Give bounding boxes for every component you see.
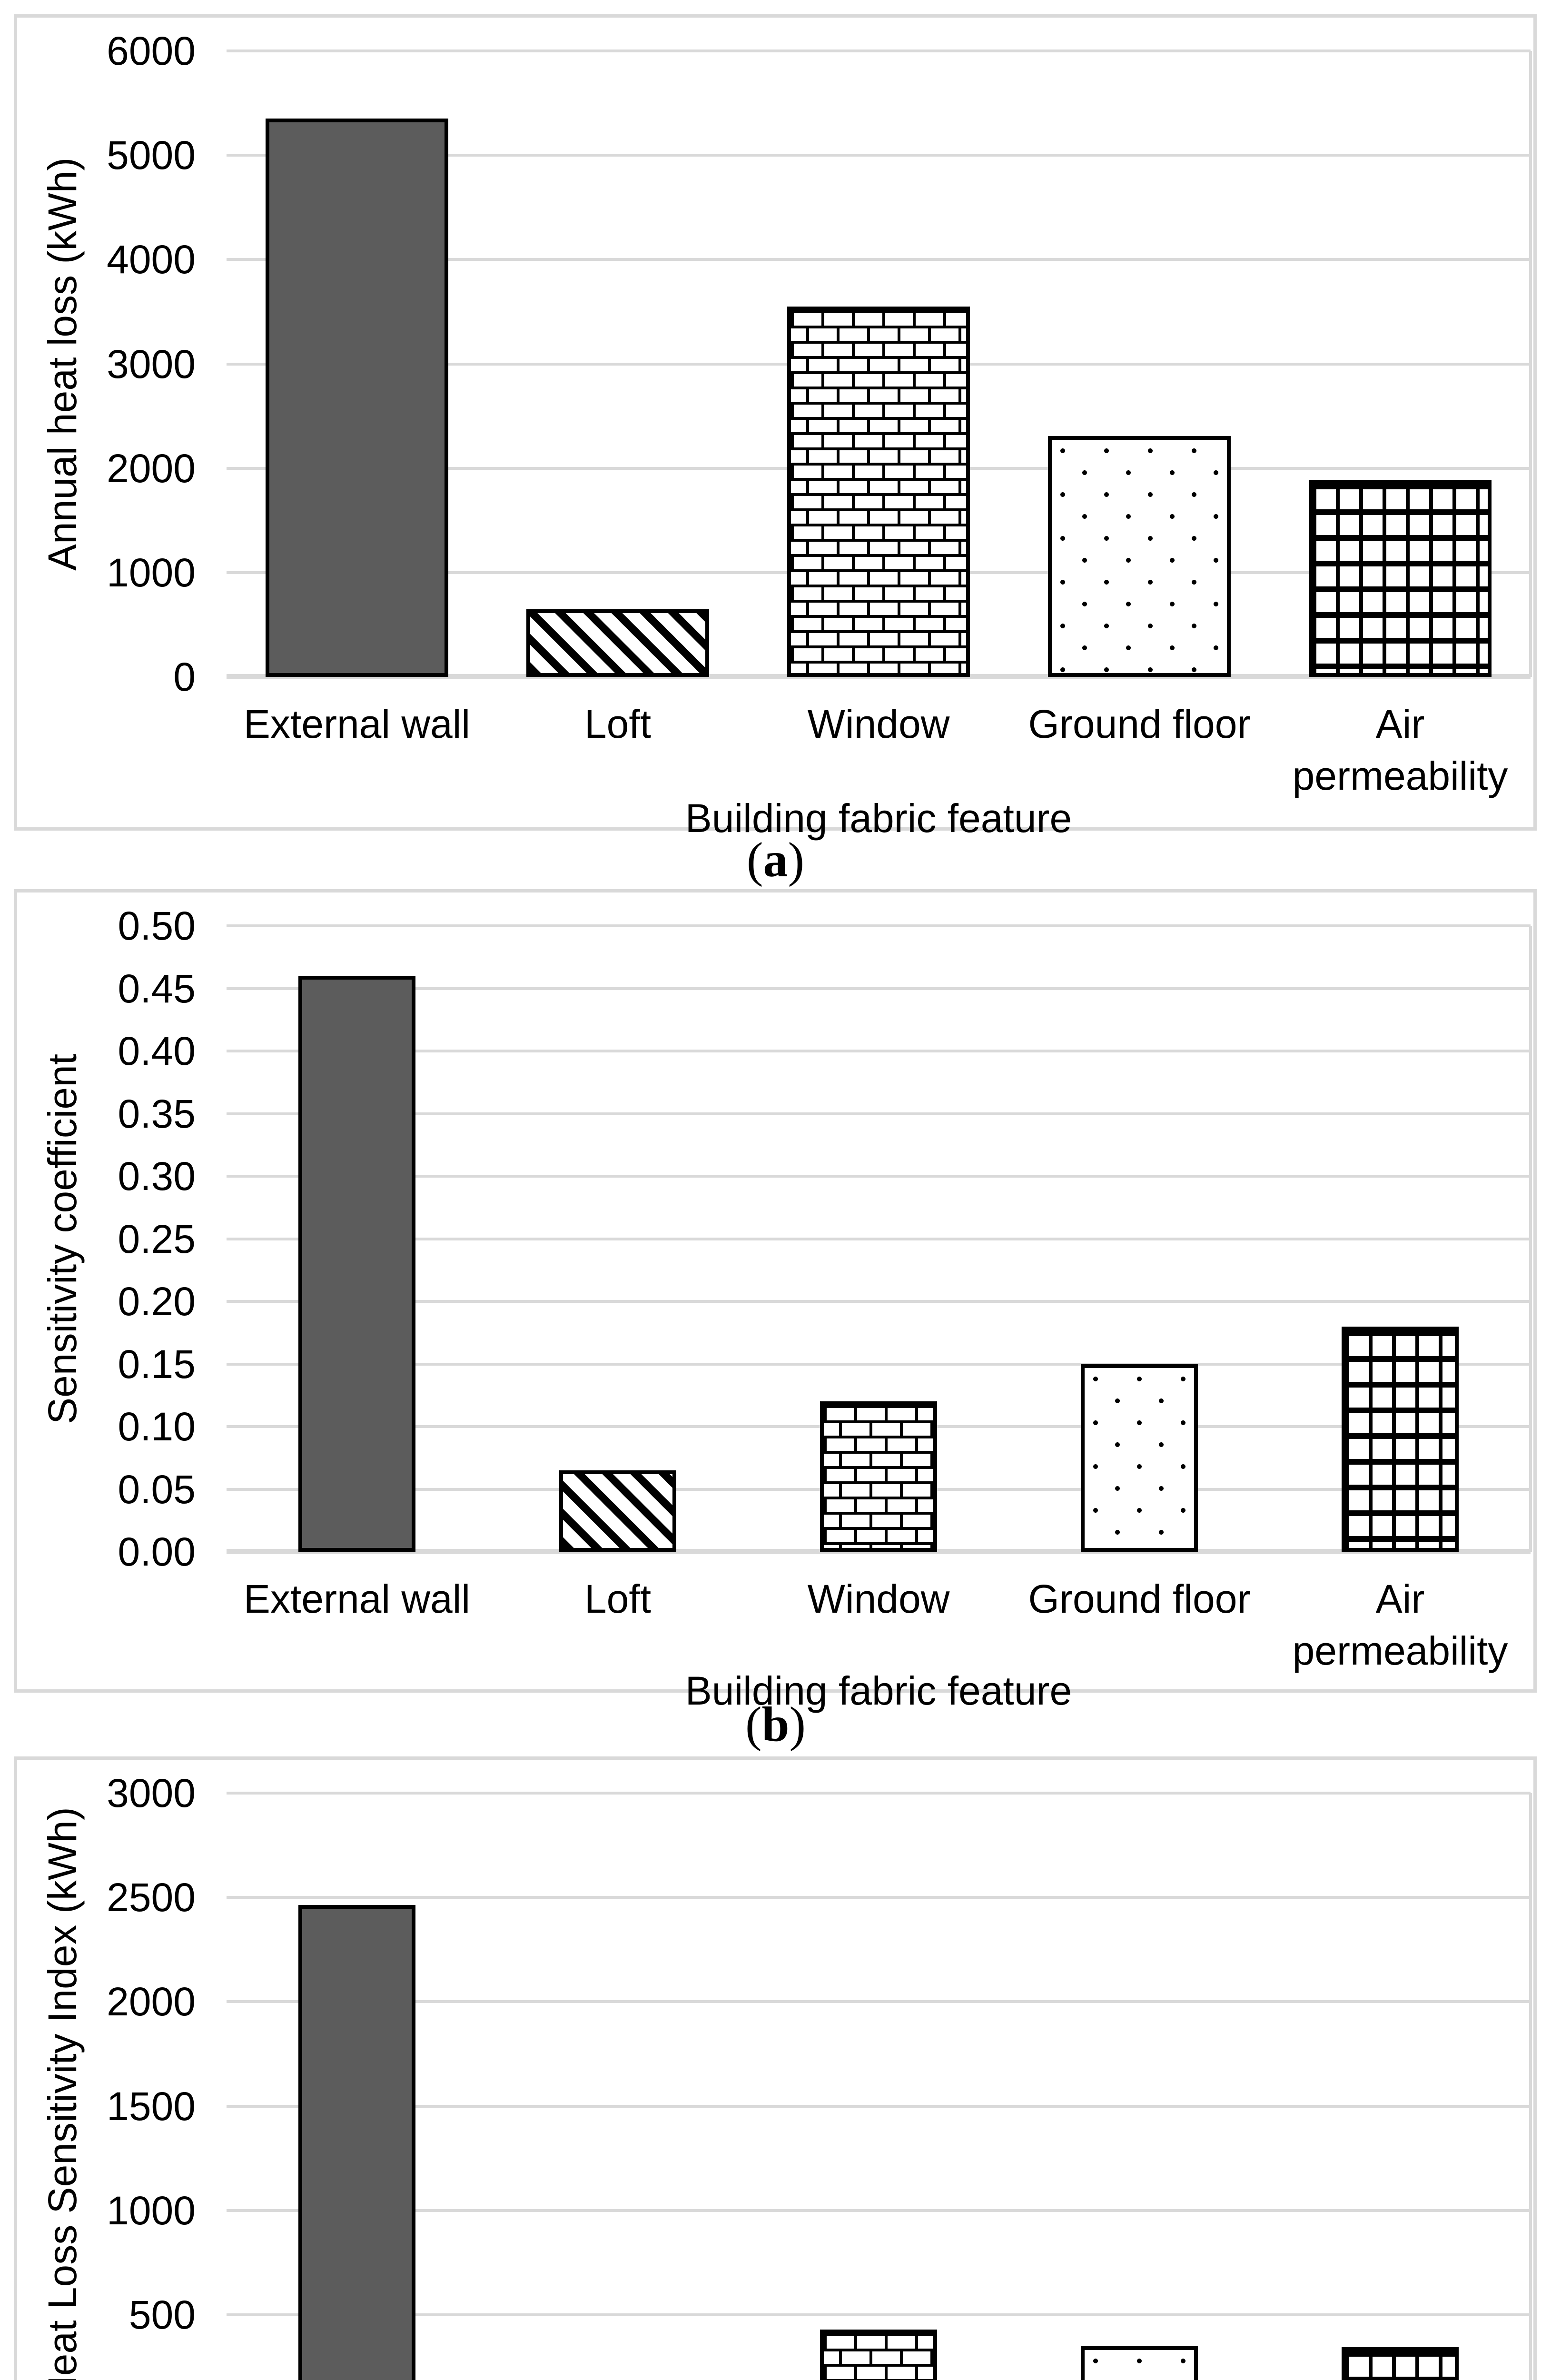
y-axis-ticks: 0 1000 2000 3000 4000 5000 6000 <box>17 31 196 697</box>
y-tick-label: 4000 <box>107 237 196 282</box>
y-tick-label: 3000 <box>107 1771 196 1815</box>
x-tick-label: Window <box>807 702 950 746</box>
y-tick-label: 0 <box>173 654 196 699</box>
gridline <box>227 154 1531 157</box>
gridline <box>227 924 1531 927</box>
y-tick-label: 2500 <box>107 1875 196 1920</box>
bar-ground-floor <box>1080 2346 1198 2380</box>
x-tick-label: Loft <box>584 702 652 746</box>
gridline <box>227 1792 1531 1795</box>
gridline <box>227 1896 1531 1899</box>
x-tick-label: Window <box>807 1577 950 1621</box>
x-axis-labels: External wall Loft Window Ground floor Air pe… <box>227 1573 1531 1683</box>
gridline <box>227 2313 1531 2316</box>
y-tick-label: 0.40 <box>118 1029 196 1073</box>
x-tick-label: External wall <box>243 702 471 746</box>
bar-window <box>787 306 970 677</box>
y-tick-label: 0.50 <box>118 903 196 948</box>
bar-ground-floor <box>1080 1364 1198 1552</box>
y-tick-label: 0.20 <box>118 1279 196 1324</box>
x-tick-label: Ground floor <box>1028 1577 1251 1621</box>
y-tick-label: 0.45 <box>118 966 196 1011</box>
x-tick-label: External wall <box>243 1577 471 1621</box>
bar-external-wall <box>266 119 448 677</box>
gridline <box>227 1300 1531 1303</box>
y-tick-label: 0.00 <box>118 1529 196 1574</box>
bar-loft <box>559 1470 677 1552</box>
y-tick-label: 0.25 <box>118 1216 196 1261</box>
x-axis-title: Building fabric feature <box>685 796 1072 841</box>
gridline <box>227 2000 1531 2003</box>
chart-c-heat-loss-sensitivity-index: Heat Loss Sensitivity Index (kWh) 050010… <box>14 1756 1537 2380</box>
caption-paren: ) <box>788 832 805 887</box>
caption-letter: b <box>761 1697 790 1752</box>
y-tick-label: 3000 <box>107 341 196 387</box>
y-tick-label: 0.15 <box>118 1341 196 1387</box>
plot-area <box>227 50 1532 679</box>
x-axis-labels: External wall Loft Window Ground floor Air pe… <box>227 698 1531 808</box>
gridline <box>227 50 1531 52</box>
plot-area <box>227 924 1532 1554</box>
y-tick-label: 0.10 <box>118 1404 196 1449</box>
x-axis-title: Building fabric feature <box>685 1668 1072 1713</box>
gridline <box>227 1175 1531 1178</box>
bar-air-permeability <box>1309 479 1492 677</box>
gridline <box>227 2209 1531 2212</box>
y-axis-ticks: 0.00 0.05 0.10 0.15 0.20 0.25 0.30 0.35 0.40 0.45… <box>17 906 196 1572</box>
caption-paren: ( <box>746 832 763 887</box>
y-tick-label: 1000 <box>107 550 196 595</box>
x-tick-label: Air permeability <box>1292 702 1508 799</box>
y-tick-label: 0.30 <box>118 1154 196 1199</box>
caption-paren: ( <box>745 1697 762 1752</box>
x-tick-label: Air permeability <box>1292 1577 1508 1674</box>
y-tick-label: 2000 <box>107 446 196 491</box>
caption-b: (b) <box>0 1693 1551 1756</box>
bar-air-permeability <box>1341 1326 1459 1552</box>
y-tick-label: 0.35 <box>118 1091 196 1136</box>
y-tick-label: 6000 <box>107 29 196 73</box>
bar-external-wall <box>298 1904 416 2380</box>
bar-loft <box>526 609 709 677</box>
caption-letter: a <box>763 832 788 887</box>
y-tick-label: 5000 <box>107 133 196 178</box>
gridline <box>227 1050 1531 1052</box>
y-tick-label: 2000 <box>107 1979 196 2024</box>
gridline <box>227 2104 1531 2108</box>
x-tick-label: Ground floor <box>1028 702 1251 746</box>
chart-b-sensitivity-coefficient: Sensitivity coefficient 0.00 0.05 0.10 0.15… <box>14 889 1537 1711</box>
bar-external-wall <box>298 976 416 1552</box>
caption-a: (a) <box>0 831 1551 889</box>
chart-a-annual-heat-loss: Annual heat loss (kWh) 0 1000 2000 3000 4000… <box>14 14 1537 838</box>
y-tick-label: 1500 <box>107 2083 196 2129</box>
y-axis-ticks: 050010001500200025003000 <box>17 1773 196 2380</box>
x-tick-label: Loft <box>584 1577 652 1621</box>
bar-air-permeability <box>1341 2347 1459 2380</box>
caption-paren: ) <box>789 1697 806 1752</box>
bar-window <box>820 2329 938 2380</box>
gridline <box>227 987 1531 990</box>
gridline <box>227 258 1531 261</box>
gridline <box>227 1362 1531 1366</box>
y-tick-label: 1000 <box>107 2188 196 2233</box>
gridline <box>227 1237 1531 1240</box>
bar-ground-floor <box>1048 436 1231 677</box>
gridline <box>227 1112 1531 1115</box>
y-tick-label: 500 <box>128 2292 196 2337</box>
plot-area <box>227 1792 1532 2380</box>
y-tick-label: 0.05 <box>118 1467 196 1512</box>
bar-window <box>820 1401 938 1552</box>
